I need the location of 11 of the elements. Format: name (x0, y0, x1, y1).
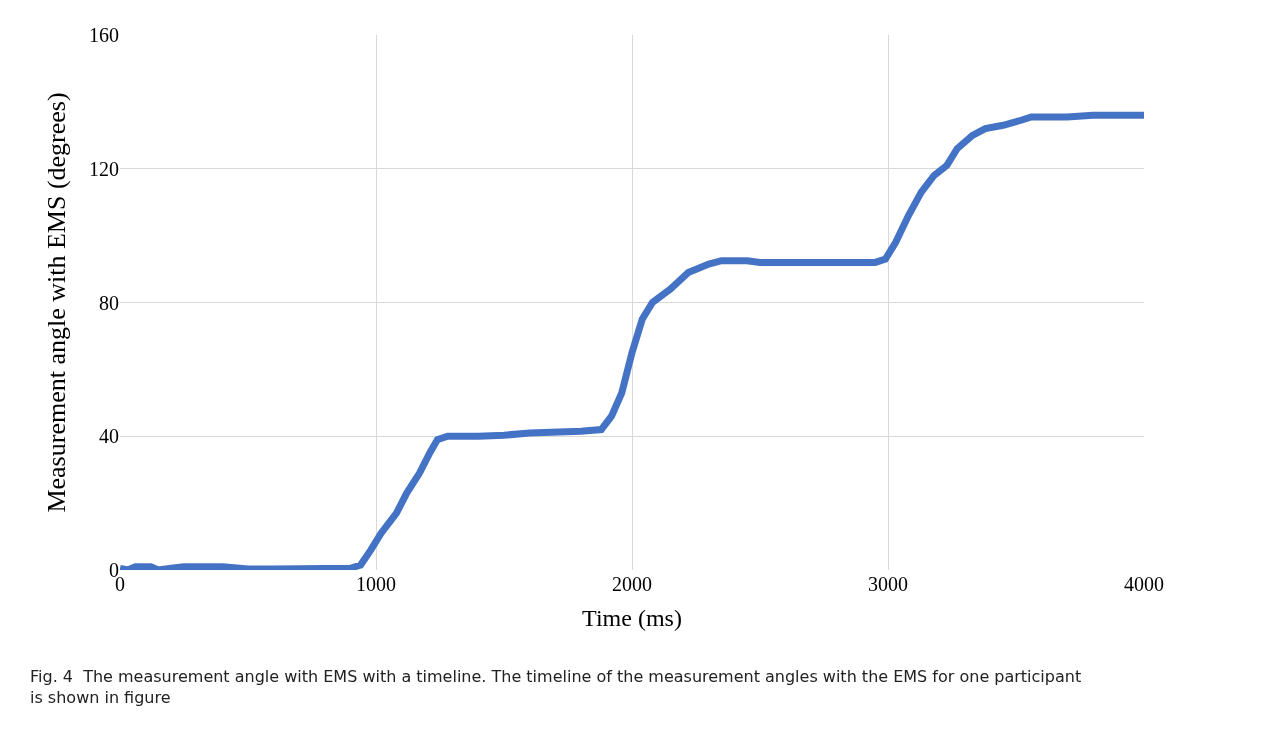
x-tick-label: 1000 (356, 573, 396, 595)
y-axis-title: Measurement angle with EMS (degrees) (42, 92, 72, 513)
x-tick-label: 3000 (868, 573, 908, 595)
x-axis-title: Time (ms) (582, 605, 682, 632)
y-tick-label: 40 (99, 425, 119, 448)
x-tick-label: 4000 (1124, 573, 1164, 595)
y-tick-label: 120 (89, 157, 119, 180)
y-tick-label: 160 (89, 24, 119, 46)
x-tick-label: 2000 (612, 573, 652, 595)
y-tick-label: 80 (99, 291, 119, 314)
caption: Fig. 4 The measurement angle with EMS with a timeline. The timeline of the measurement angles with the EMS for one participant is shown in figure (30, 667, 1082, 707)
